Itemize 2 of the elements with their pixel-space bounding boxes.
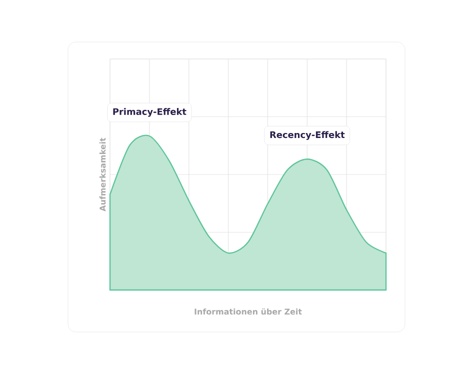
text: Primacy-Effekt: [113, 108, 186, 117]
annotation: Recency-Effekt: [270, 131, 345, 140]
